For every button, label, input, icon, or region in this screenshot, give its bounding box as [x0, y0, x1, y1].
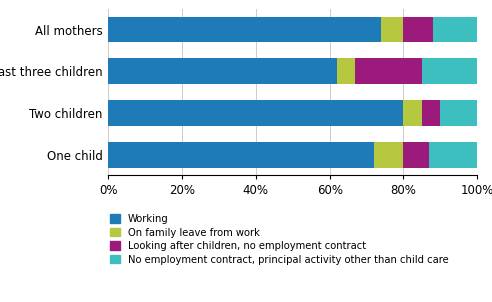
Bar	[381, 17, 403, 43]
Bar	[403, 142, 429, 168]
Bar	[108, 142, 374, 168]
Bar	[355, 58, 422, 84]
Bar	[422, 100, 440, 126]
Bar	[374, 142, 403, 168]
Bar	[429, 142, 477, 168]
Bar	[403, 100, 422, 126]
Bar	[433, 17, 477, 43]
Bar	[108, 17, 381, 43]
Bar	[337, 58, 355, 84]
Legend: Working, On family leave from work, Looking after children, no employment contra: Working, On family leave from work, Look…	[106, 210, 453, 268]
Bar	[440, 100, 477, 126]
Bar	[422, 58, 477, 84]
Bar	[403, 17, 433, 43]
Bar	[108, 58, 337, 84]
Bar	[108, 100, 403, 126]
